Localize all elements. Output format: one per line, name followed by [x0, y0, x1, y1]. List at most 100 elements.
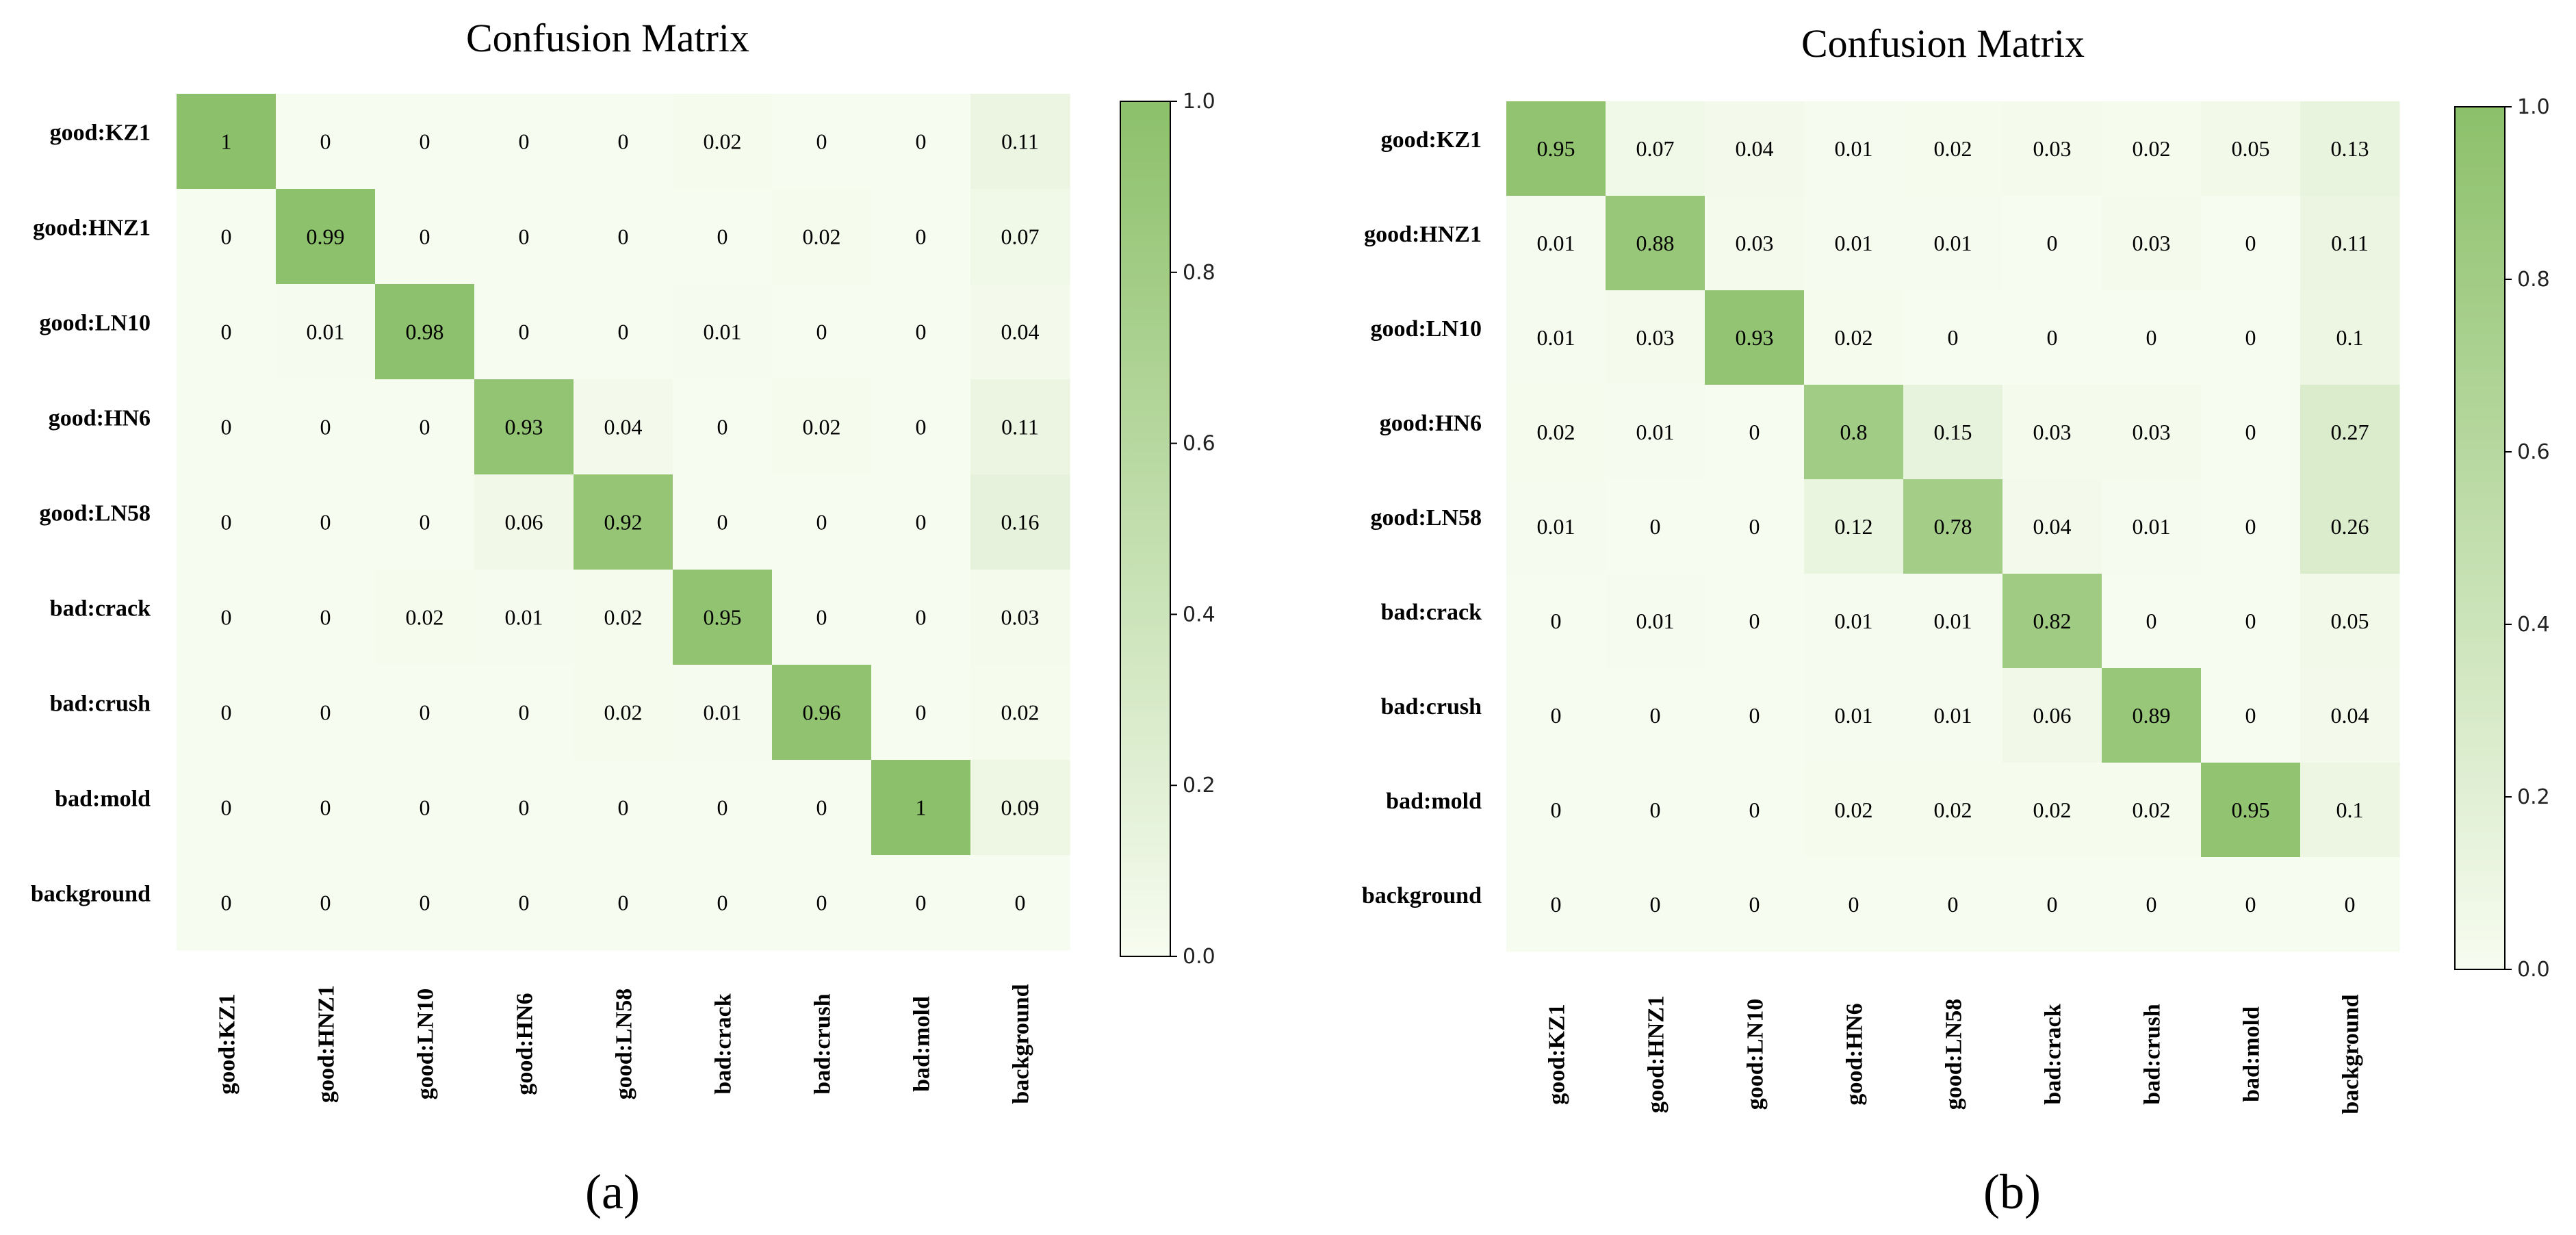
heatmap-cell [970, 760, 1070, 856]
cell-value-label: 0.04 [2331, 703, 2369, 728]
cell-value-label: 0.01 [1835, 231, 1873, 255]
heatmap-cell [1506, 385, 1606, 480]
colorbar-tick-label: 0.0 [1183, 945, 1215, 969]
cell-value-label: 0 [420, 795, 430, 820]
cell-value-label: 0.96 [803, 700, 841, 725]
cell-value-label: 0 [1650, 514, 1661, 539]
heatmap-cell [2300, 479, 2400, 574]
column-tick-label: bad:mold [910, 996, 935, 1092]
cell-value-label: 0 [1650, 892, 1661, 917]
colorbar-tick-label: 0.0 [2517, 958, 2550, 982]
row-tick-label: good:HN6 [1380, 411, 1482, 436]
cell-value-label: 0 [2047, 231, 2058, 255]
cell-value-label: 0.03 [1001, 605, 1040, 630]
cell-value-label: 0.03 [1736, 231, 1774, 255]
column-tick-label: bad:crush [2140, 1004, 2165, 1104]
row-tick-label: good:HNZ1 [33, 216, 151, 241]
cell-value-label: 0 [717, 795, 728, 820]
cell-value-label: 0 [2245, 609, 2256, 633]
colorbar-tick-label: 0.8 [2517, 268, 2550, 292]
cell-value-label: 0.04 [1001, 320, 1040, 344]
heatmap-cell [1506, 196, 1606, 291]
heatmap-cell [276, 855, 376, 951]
heatmap-cell [177, 570, 276, 665]
heatmap-cell [1804, 290, 1904, 385]
heatmap-cell [1903, 385, 2003, 480]
colorbar-tick-label: 0.2 [1183, 774, 1215, 798]
heatmap-cell [871, 474, 971, 570]
cell-value-label: 0.02 [1537, 420, 1575, 444]
cell-value-label: 0 [2047, 325, 2058, 350]
heatmap-cell [474, 570, 574, 665]
heatmap-cell [871, 379, 971, 475]
cell-value-label: 0.02 [604, 605, 643, 630]
cell-value-label: 0 [2345, 892, 2356, 917]
cell-value-label: 0 [2245, 420, 2256, 444]
heatmap-cell [1804, 668, 1904, 763]
cell-value-label: 0.99 [307, 225, 345, 249]
heatmap-cell [2300, 574, 2400, 669]
heatmap-cell [1903, 101, 2003, 196]
heatmap-cell [871, 855, 971, 951]
heatmap-cell [1506, 763, 1606, 858]
cell-value-label: 0 [1650, 703, 1661, 728]
heatmap-cell [1705, 763, 1805, 858]
heatmap-cell [2102, 479, 2202, 574]
cell-value-label: 0 [618, 225, 629, 249]
row-tick-label: bad:crush [1381, 694, 1482, 720]
cell-value-label: 0.95 [2232, 798, 2270, 822]
cell-value-label: 0.03 [2133, 231, 2171, 255]
column-tick-label: good:LN10 [1743, 999, 1768, 1110]
column-tick-label: good:HNZ1 [1644, 995, 1669, 1113]
heatmap-cell [375, 94, 475, 190]
heatmap-cell [673, 189, 773, 285]
cell-value-label: 0 [519, 700, 530, 725]
cell-value-label: 0.05 [2331, 609, 2369, 633]
cell-value-label: 0 [221, 225, 232, 249]
cell-value-label: 0.01 [1636, 609, 1675, 633]
heatmap-cell [1804, 385, 1904, 480]
heatmap-cell [276, 665, 376, 761]
cell-value-label: 0.01 [2133, 514, 2171, 539]
heatmap-cell [970, 284, 1070, 380]
heatmap-cell [2002, 668, 2102, 763]
heatmap-cell [1903, 857, 2003, 952]
cell-value-label: 0.02 [1934, 798, 1972, 822]
column-tick-label: good:KZ1 [1545, 1004, 1570, 1104]
heatmap-cell [970, 94, 1070, 190]
cell-value-label: 0 [2047, 892, 2058, 917]
cell-value-label: 0 [1749, 798, 1760, 822]
heatmap-cell [574, 855, 673, 951]
cell-value-label: 0.02 [803, 415, 841, 440]
heatmap-cell [1705, 385, 1805, 480]
cell-value-label: 0 [618, 320, 629, 344]
heatmap-cell [772, 379, 872, 475]
column-tick-label: bad:crack [2041, 1004, 2066, 1104]
heatmap-cell [2102, 196, 2202, 291]
heatmap-cell [177, 379, 276, 475]
heatmap-cell [1606, 857, 1705, 952]
heatmap-cell [1506, 479, 1606, 574]
cell-value-label: 0 [1948, 325, 1959, 350]
cell-value-label: 0 [916, 700, 927, 725]
heatmap-cell [177, 760, 276, 856]
heatmap-cell [2002, 196, 2102, 291]
row-tick-label: bad:mold [55, 787, 151, 812]
cell-value-label: 0 [1749, 420, 1760, 444]
cell-value-label: 0.01 [1835, 136, 1873, 161]
cell-value-label: 0.02 [406, 605, 444, 630]
heatmap-cell [2002, 857, 2102, 952]
cell-value-label: 0 [221, 795, 232, 820]
heatmap-cell [871, 189, 971, 285]
cell-value-label: 0.78 [1934, 514, 1972, 539]
cell-value-label: 0 [618, 891, 629, 915]
column-tick-label: bad:mold [2239, 1006, 2265, 1102]
heatmap-cell [474, 474, 574, 570]
cell-value-label: 0 [2245, 231, 2256, 255]
cell-value-label: 0.02 [2133, 136, 2171, 161]
heatmap-cell [375, 474, 475, 570]
cell-value-label: 0 [519, 795, 530, 820]
heatmap-cell [2201, 574, 2301, 669]
cell-value-label: 0 [816, 605, 827, 630]
cell-value-label: 0.04 [2033, 514, 2072, 539]
